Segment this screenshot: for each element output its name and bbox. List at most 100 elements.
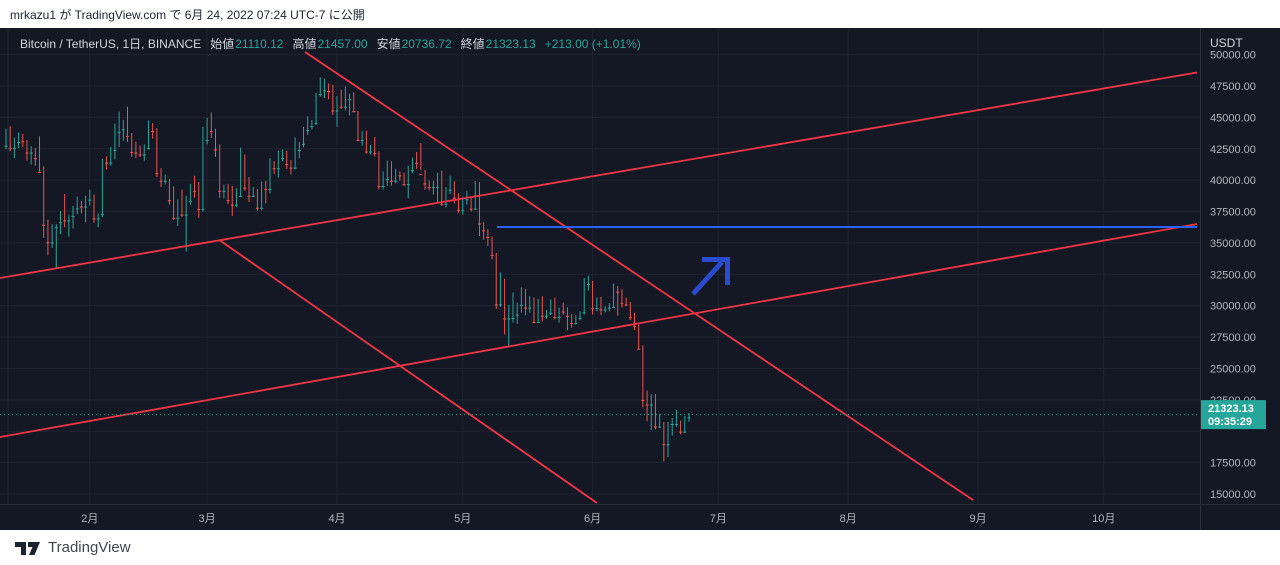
ohlc-open: 始値21110.12 xyxy=(210,37,284,51)
up-arrow-head[interactable] xyxy=(702,257,730,286)
candle-body xyxy=(582,312,586,314)
candle-body xyxy=(251,195,255,197)
candle-body xyxy=(255,207,259,209)
ohlc-close: 終値21323.13 xyxy=(460,37,536,51)
candle-body xyxy=(549,312,553,314)
candle-body xyxy=(38,171,42,173)
candle-body xyxy=(653,426,657,428)
time-axis-label[interactable]: 9月 xyxy=(970,513,987,525)
candle-body xyxy=(670,424,674,426)
axis-currency-label: USDT xyxy=(1210,36,1243,50)
candle-body xyxy=(260,207,264,209)
candle-body xyxy=(490,254,494,256)
candle-body xyxy=(297,150,301,152)
rising-channel-lower[interactable] xyxy=(0,223,1198,438)
candle-body xyxy=(494,304,498,306)
candle-body xyxy=(214,149,217,151)
attribution-text: mrkazu1 が TradingView.com で 6月 24, 2022 … xyxy=(10,7,365,22)
candle-body xyxy=(565,315,569,317)
candle-body xyxy=(201,209,205,211)
up-arrow-shaft[interactable] xyxy=(691,260,724,296)
candle-body xyxy=(398,175,402,177)
rising-channel-upper[interactable] xyxy=(0,71,1198,279)
candle-body xyxy=(318,94,322,96)
price-axis-label: 47500.00 xyxy=(1210,81,1256,93)
candle-body xyxy=(293,167,297,169)
candle-body xyxy=(641,399,645,401)
candle-body xyxy=(574,323,578,325)
candle-body xyxy=(603,309,607,311)
candle-body xyxy=(477,223,481,225)
candle-body xyxy=(578,317,582,319)
candle-body xyxy=(306,129,310,131)
candle-body xyxy=(79,206,83,208)
candle-body xyxy=(12,148,16,150)
chart-area[interactable]: 50000.00 47500.00 45000.00 42500.00 40000.00… xyxy=(0,28,1280,530)
candle-body xyxy=(645,404,649,406)
candle-body xyxy=(100,214,104,216)
candle-body xyxy=(197,209,201,211)
candle-body xyxy=(519,304,523,306)
candle-body xyxy=(84,206,88,208)
candle-body xyxy=(444,203,448,205)
candle-body xyxy=(29,152,33,154)
candle-body xyxy=(243,187,247,189)
tradingview-brand-text[interactable]: TradingView xyxy=(48,539,131,556)
candle-body xyxy=(205,139,209,141)
downtrend-line-short[interactable] xyxy=(219,239,598,504)
candle-body xyxy=(176,217,180,219)
time-axis-label[interactable]: 10月 xyxy=(1092,513,1115,525)
candle-body xyxy=(498,304,502,306)
candle-body xyxy=(515,314,519,316)
candle-body xyxy=(356,139,360,141)
candle-body xyxy=(167,200,171,202)
candle-body xyxy=(402,184,406,186)
symbol-legend: Bitcoin / TetherUS, 1日, BINANCE 始値21110.… xyxy=(20,35,641,52)
candle-body xyxy=(607,307,611,309)
candle-body xyxy=(88,199,92,201)
candle-body xyxy=(21,141,25,143)
candle-body xyxy=(276,168,280,170)
time-axis-label[interactable]: 6月 xyxy=(584,513,601,525)
candle-body xyxy=(63,220,67,222)
symbol-title[interactable]: Bitcoin / TetherUS, 1日, BINANCE xyxy=(20,37,202,51)
candle-body xyxy=(503,318,507,320)
candle-body xyxy=(540,315,544,317)
candle-body xyxy=(234,204,238,206)
time-axis-label[interactable]: 7月 xyxy=(710,513,727,525)
candle-body xyxy=(67,220,71,222)
candle-body xyxy=(448,189,452,191)
candle-body xyxy=(155,173,159,175)
last-price-badge-value: 21323.13 xyxy=(1208,403,1254,415)
attribution-bar: mrkazu1 が TradingView.com で 6月 24, 2022 … xyxy=(0,0,1280,28)
candle-body xyxy=(348,99,352,101)
time-axis-label[interactable]: 4月 xyxy=(328,513,345,525)
candle-body xyxy=(415,162,419,164)
footer-bar: TradingView xyxy=(0,530,1280,565)
candle-body xyxy=(528,307,532,309)
bar-countdown-timer: 09:35:29 xyxy=(1208,416,1252,428)
candle-body xyxy=(226,200,230,202)
tradingview-logo-icon[interactable] xyxy=(13,539,42,557)
candle-body xyxy=(71,215,75,217)
time-axis-label[interactable]: 3月 xyxy=(199,513,216,525)
candle-body xyxy=(4,145,8,147)
candle-body xyxy=(612,306,616,308)
price-chart-canvas[interactable]: 50000.00 47500.00 45000.00 42500.00 40000.00… xyxy=(0,28,1280,530)
price-axis-label: 27500.00 xyxy=(1210,332,1256,344)
candle-body xyxy=(180,214,184,216)
time-axis-label[interactable]: 2月 xyxy=(81,513,98,525)
time-axis-label[interactable]: 8月 xyxy=(840,513,857,525)
time-axis-label[interactable]: 5月 xyxy=(454,513,471,525)
candle-body xyxy=(637,348,641,350)
candle-body xyxy=(683,431,687,433)
candle-body xyxy=(419,174,423,176)
candle-body xyxy=(126,136,130,138)
price-axis-label: 17500.00 xyxy=(1210,458,1256,470)
price-axis-label: 40000.00 xyxy=(1210,175,1256,187)
downtrend-line-steep[interactable] xyxy=(304,51,974,501)
candle-body xyxy=(96,218,100,220)
price-axis-label: 15000.00 xyxy=(1210,489,1256,501)
candle-body xyxy=(431,187,435,189)
candle-body xyxy=(465,199,469,201)
